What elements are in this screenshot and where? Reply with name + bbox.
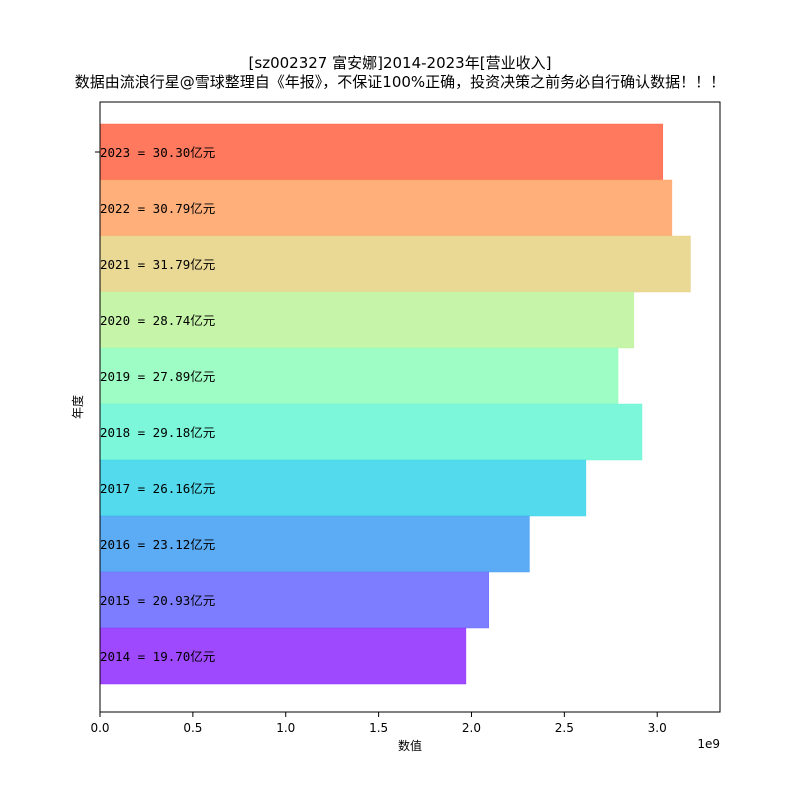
x-ticks-group: 0.0 0.5 1.0 1.5 2.0 2.5 3.0 [90, 712, 667, 735]
x-tick-label: 1.5 [369, 721, 388, 735]
y-axis-label: 年度 [70, 395, 85, 419]
bar-label-2022: 2022 = 30.79亿元 [100, 201, 215, 216]
bar-2020 [99, 291, 635, 349]
bar-label-2015: 2015 = 20.93亿元 [100, 593, 215, 608]
x-tick-label: 1.0 [276, 721, 295, 735]
bar-2022 [99, 179, 673, 237]
bar-2014 [99, 627, 467, 685]
x-axis-label: 数值 [398, 738, 422, 753]
plot-frame [99, 101, 721, 713]
bar-2017 [99, 459, 587, 517]
x-scale-label: 1e9 [697, 737, 720, 751]
x-tick-label: 0.5 [183, 721, 202, 735]
x-tick-label: 0.0 [90, 721, 109, 735]
bars-group [99, 123, 691, 685]
bar-label-2018: 2018 = 29.18亿元 [100, 425, 215, 440]
bar-label-2016: 2016 = 23.12亿元 [100, 537, 215, 552]
chart-subtitle: 数据由流浪行星@雪球整理自《年报》，不保证100%正确，投资决策之前务必自行确认… [74, 73, 726, 91]
bar-labels-group: 2023 = 30.30亿元 2022 = 30.79亿元 2021 = 31.79… [100, 145, 215, 664]
bar-2019 [99, 347, 619, 405]
bar-2018 [99, 403, 643, 461]
bar-label-2019: 2019 = 27.89亿元 [100, 369, 215, 384]
bar-label-2014: 2014 = 19.70亿元 [100, 649, 215, 664]
chart-title: [sz002327 富安娜]2014-2023年[营业收入] [248, 54, 552, 72]
x-tick-label: 2.0 [462, 721, 481, 735]
bar-label-2021: 2021 = 31.79亿元 [100, 257, 215, 272]
bar-2023 [99, 123, 664, 181]
bar-label-2017: 2017 = 26.16亿元 [100, 481, 215, 496]
x-tick-label: 2.5 [555, 721, 574, 735]
bar-label-2020: 2020 = 28.74亿元 [100, 313, 215, 328]
x-tick-label: 3.0 [648, 721, 667, 735]
bar-2021 [99, 235, 691, 293]
bar-2015 [99, 571, 490, 629]
bar-label-2023: 2023 = 30.30亿元 [100, 145, 215, 160]
